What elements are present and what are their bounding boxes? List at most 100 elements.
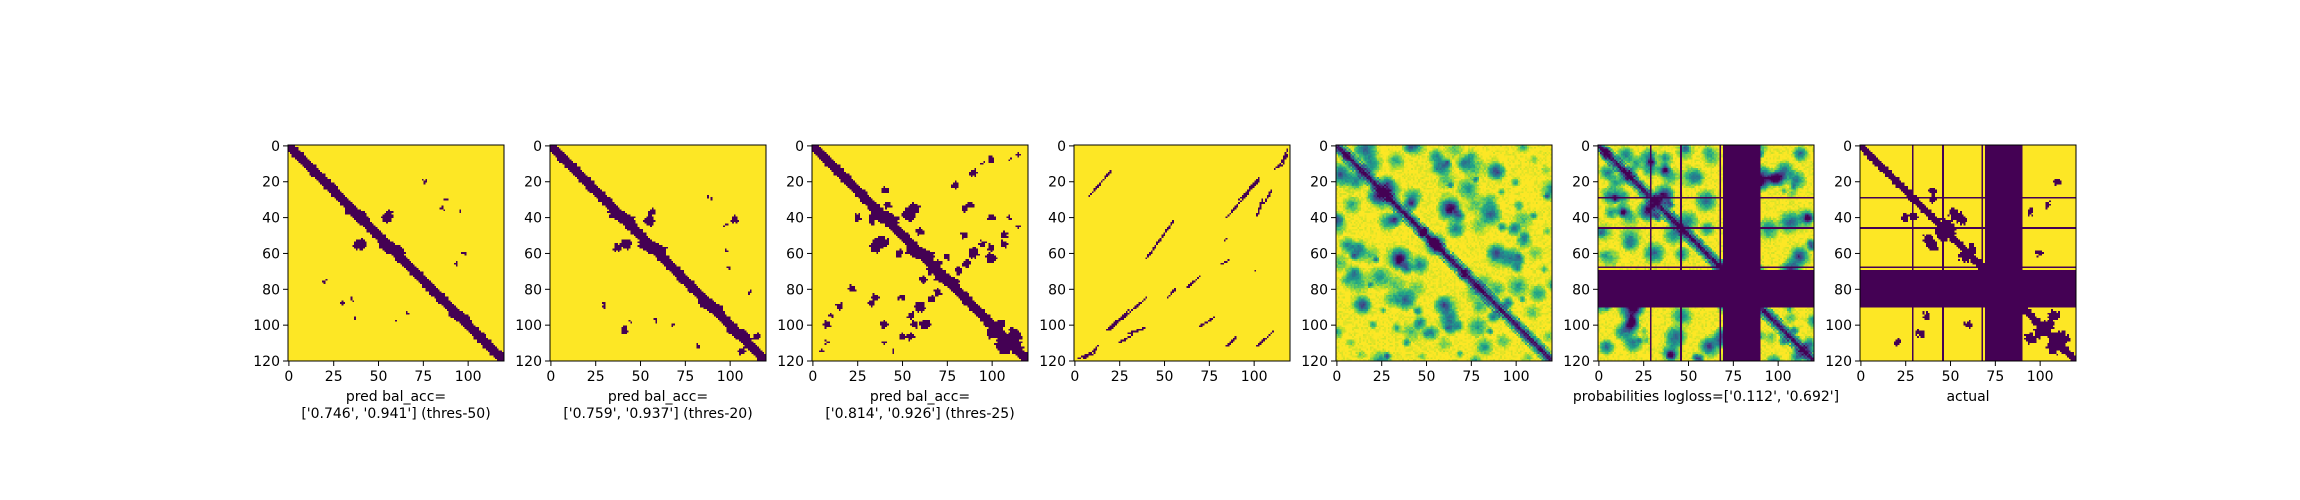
- y-tick-label: 80: [524, 282, 542, 298]
- y-tick-label: 120: [1039, 354, 1066, 370]
- x-tick-label: 25: [1373, 369, 1391, 385]
- y-tick-label: 40: [786, 211, 804, 227]
- x-tick-label: 75: [1986, 369, 2004, 385]
- y-tick-label: 60: [1834, 246, 1852, 262]
- x-axis-label-line: pred bal_acc=: [608, 389, 708, 405]
- y-tick-label: 20: [1834, 175, 1852, 191]
- y-tick-label: 40: [1048, 211, 1066, 227]
- x-tick-label: 100: [1765, 369, 1792, 385]
- x-axis-label: pred bal_acc= ['0.759', '0.937'] (thres-2…: [563, 389, 752, 422]
- y-tick-label: 100: [253, 318, 280, 334]
- y-tick-label: 120: [1301, 354, 1328, 370]
- y-tick-label: 100: [1301, 318, 1328, 334]
- x-tick-label: 50: [632, 369, 650, 385]
- x-axis-label-line: ['0.746', '0.941'] (thres-50): [301, 406, 490, 422]
- x-axis-label-line: pred bal_acc=: [346, 389, 446, 405]
- y-tick-label: 20: [1048, 175, 1066, 191]
- y-tick-label: 0: [271, 139, 280, 155]
- y-tick-label: 80: [1048, 282, 1066, 298]
- heatmap-panel-6: 0 25 50 75 100 0 20 40 60 80 100 120 probabilities l…: [1563, 139, 1839, 405]
- x-tick-label: 0: [1856, 369, 1865, 385]
- heatmap-image: [1860, 145, 2076, 361]
- heatmap-panel-2: 0 25 50 75 100 0 20 40 60 80 100 120 pred bal_acc= ['…: [515, 139, 767, 422]
- y-tick-label: 40: [1310, 211, 1328, 227]
- x-tick-label: 100: [979, 369, 1006, 385]
- x-tick-label: 50: [894, 369, 912, 385]
- x-axis-label: actual: [1946, 389, 1989, 405]
- y-tick-label: 100: [1825, 318, 1852, 334]
- y-tick-label: 100: [777, 318, 804, 334]
- heatmap-image: [1074, 145, 1290, 361]
- heatmap-panel-3: 0 25 50 75 100 0 20 40 60 80 100 120 pred bal_acc= ['…: [777, 139, 1029, 422]
- y-tick-label: 0: [1057, 139, 1066, 155]
- y-tick-label: 20: [524, 175, 542, 191]
- x-tick-label: 0: [284, 369, 293, 385]
- x-tick-label: 50: [1680, 369, 1698, 385]
- x-axis-label-line: pred bal_acc=: [870, 389, 970, 405]
- x-tick-label: 25: [587, 369, 605, 385]
- x-tick-label: 75: [1462, 369, 1480, 385]
- y-tick-label: 40: [262, 211, 280, 227]
- x-tick-label: 25: [1897, 369, 1915, 385]
- y-tick-label: 120: [1563, 354, 1590, 370]
- x-tick-label: 100: [717, 369, 744, 385]
- heatmap-panel-7: 0 25 50 75 100 0 20 40 60 80 100 120 actual: [1825, 139, 2077, 405]
- y-tick-label: 40: [1572, 211, 1590, 227]
- x-tick-label: 100: [1503, 369, 1530, 385]
- y-tick-label: 60: [1572, 246, 1590, 262]
- x-tick-label: 0: [808, 369, 817, 385]
- x-axis-label: pred bal_acc= ['0.746', '0.941'] (thres-5…: [301, 389, 490, 422]
- heatmap-image: [1598, 145, 1814, 361]
- y-tick-label: 80: [1310, 282, 1328, 298]
- x-tick-label: 100: [455, 369, 482, 385]
- x-tick-label: 25: [325, 369, 343, 385]
- x-tick-label: 25: [1111, 369, 1129, 385]
- y-tick-label: 20: [786, 175, 804, 191]
- x-tick-label: 75: [1200, 369, 1218, 385]
- y-tick-label: 40: [1834, 211, 1852, 227]
- y-tick-label: 120: [777, 354, 804, 370]
- y-tick-label: 0: [1319, 139, 1328, 155]
- y-tick-label: 80: [1572, 282, 1590, 298]
- x-tick-label: 75: [676, 369, 694, 385]
- x-axis-label-line: actual: [1946, 389, 1989, 405]
- x-tick-label: 0: [1070, 369, 1079, 385]
- y-tick-label: 0: [795, 139, 804, 155]
- heatmap-panel-4: 0 25 50 75 100 0 20 40 60 80 100 120: [1039, 139, 1291, 385]
- x-tick-label: 0: [1332, 369, 1341, 385]
- heatmap-panel-5: 0 25 50 75 100 0 20 40 60 80 100 120: [1301, 139, 1553, 385]
- x-tick-label: 75: [938, 369, 956, 385]
- x-axis-label-line: probabilities logloss=['0.112', '0.692']: [1573, 389, 1839, 405]
- x-tick-label: 50: [1942, 369, 1960, 385]
- x-tick-label: 25: [849, 369, 867, 385]
- y-tick-label: 80: [786, 282, 804, 298]
- y-tick-label: 20: [262, 175, 280, 191]
- heatmap-image: [550, 145, 766, 361]
- x-axis-label-line: ['0.759', '0.937'] (thres-20): [563, 406, 752, 422]
- x-tick-label: 50: [1418, 369, 1436, 385]
- heatmap-image: [1336, 145, 1552, 361]
- y-tick-label: 100: [515, 318, 542, 334]
- x-tick-label: 50: [370, 369, 388, 385]
- y-tick-label: 120: [253, 354, 280, 370]
- y-tick-label: 60: [524, 246, 542, 262]
- y-tick-label: 0: [533, 139, 542, 155]
- x-tick-label: 0: [546, 369, 555, 385]
- y-tick-label: 20: [1572, 175, 1590, 191]
- y-tick-label: 0: [1581, 139, 1590, 155]
- x-axis-label-line: ['0.814', '0.926'] (thres-25): [825, 406, 1014, 422]
- x-axis-label: probabilities logloss=['0.112', '0.692']: [1573, 389, 1839, 405]
- heatmap-panel-1: 0 25 50 75 100 0 20 40 60 80 100 120 pred bal_acc= ['…: [253, 139, 505, 422]
- x-tick-label: 25: [1635, 369, 1653, 385]
- y-tick-label: 60: [786, 246, 804, 262]
- y-tick-label: 80: [1834, 282, 1852, 298]
- y-tick-label: 60: [1310, 246, 1328, 262]
- y-tick-label: 80: [262, 282, 280, 298]
- x-tick-label: 75: [414, 369, 432, 385]
- y-tick-label: 120: [515, 354, 542, 370]
- x-tick-label: 75: [1724, 369, 1742, 385]
- y-tick-label: 40: [524, 211, 542, 227]
- x-axis-label: pred bal_acc= ['0.814', '0.926'] (thres-2…: [825, 389, 1014, 422]
- y-tick-label: 120: [1825, 354, 1852, 370]
- y-tick-label: 100: [1039, 318, 1066, 334]
